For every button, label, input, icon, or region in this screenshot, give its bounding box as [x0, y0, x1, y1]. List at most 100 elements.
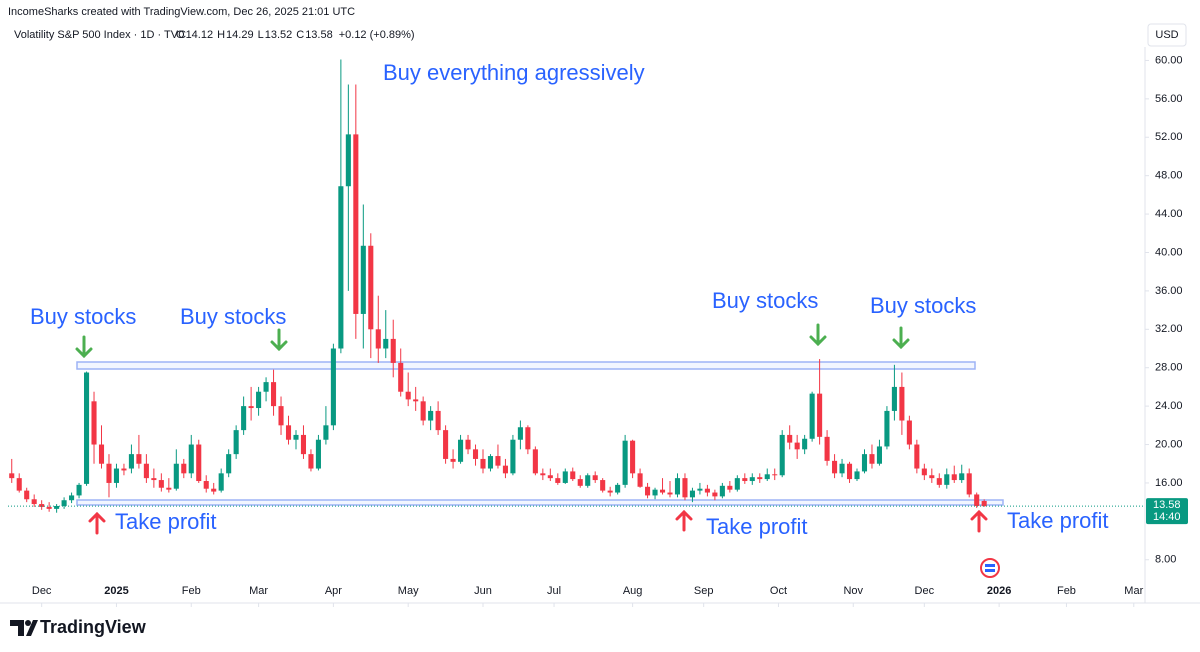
candle-body — [682, 478, 688, 498]
candle-body — [667, 492, 673, 495]
candles — [9, 59, 987, 513]
x-tick-label: Apr — [325, 585, 342, 597]
candle-body — [256, 391, 262, 409]
y-tick-label: 24.00 — [1155, 400, 1183, 412]
candle-body — [158, 480, 164, 488]
y-tick-label: 16.00 — [1155, 477, 1183, 489]
candle-body — [181, 463, 187, 474]
candle-body — [345, 134, 351, 187]
x-tick-label: Mar — [1124, 585, 1143, 597]
candle-body — [353, 134, 359, 314]
annotation: Buy stocks — [712, 288, 818, 313]
currency-box[interactable] — [1147, 23, 1187, 47]
candle-body — [293, 434, 299, 440]
candle-body — [271, 382, 277, 407]
candle-body — [218, 473, 224, 491]
candle-body — [832, 460, 838, 474]
candle-body — [884, 410, 890, 447]
candle-body — [659, 489, 666, 493]
candle-body — [248, 406, 254, 409]
candle-body — [91, 401, 97, 445]
x-tick-label: Feb — [1057, 585, 1076, 597]
candle-body — [802, 438, 808, 450]
candle-body — [61, 500, 67, 506]
candle-body — [959, 473, 965, 481]
candle-body — [502, 465, 508, 474]
ohlc-label: O — [176, 29, 185, 41]
ohlc-value: 13.58 — [305, 29, 333, 41]
x-tick-label: Dec — [915, 585, 935, 597]
x-tick-label: Jun — [474, 585, 492, 597]
buy-arrows — [75, 323, 910, 359]
ohlc-label: L — [258, 29, 264, 41]
y-tick-label: 44.00 — [1155, 208, 1183, 220]
x-tick-label: Aug — [623, 585, 643, 597]
change: +0.12 (+0.89%) — [339, 29, 415, 41]
candle-body — [390, 338, 396, 363]
candle-body — [188, 444, 194, 474]
event-icon[interactable] — [980, 558, 1000, 578]
candle-body — [779, 434, 785, 476]
annotation: Buy stocks — [30, 304, 136, 329]
logo: TradingView — [10, 617, 147, 637]
candle-body — [308, 454, 314, 469]
candle-body — [817, 393, 823, 437]
y-tick-label: 20.00 — [1155, 438, 1183, 450]
ohlc-label: H — [217, 29, 225, 41]
candle-body — [914, 444, 920, 469]
candle-body — [532, 449, 538, 474]
candle-body — [966, 473, 972, 495]
y-tick-label: 28.00 — [1155, 362, 1183, 374]
candle-body — [106, 463, 112, 483]
candle-body — [420, 401, 426, 421]
currency[interactable]: USD — [1155, 29, 1178, 41]
candle-body — [757, 477, 763, 480]
candle-body — [577, 479, 583, 486]
price-label: 13.58 — [1153, 499, 1181, 511]
candle-body — [981, 500, 987, 507]
candle-body — [697, 488, 703, 491]
candle-body — [495, 456, 501, 466]
candle-body — [173, 463, 179, 489]
candle-body — [906, 420, 912, 445]
candle-body — [428, 410, 434, 421]
candle-body — [555, 478, 561, 483]
x-tick-label: Feb — [182, 585, 201, 597]
brand: TradingView — [40, 617, 147, 637]
candle-body — [861, 454, 868, 472]
candle-body — [323, 425, 329, 440]
ohlc-value: 14.29 — [226, 29, 254, 41]
x-tick-label: Mar — [249, 585, 268, 597]
candle-body — [338, 186, 344, 349]
candle-body — [300, 434, 307, 455]
annotation: Buy everything agressively — [383, 60, 645, 85]
annotation: Buy stocks — [180, 304, 286, 329]
candle-body — [368, 245, 374, 330]
x-tick-label: Jul — [547, 585, 561, 597]
candle-body — [226, 454, 232, 474]
chart-title: Volatility S&P 500 Index · 1D · TVC — [14, 29, 186, 41]
candle-body — [787, 434, 793, 443]
y-tick-label: 56.00 — [1155, 93, 1183, 105]
candle-body — [517, 427, 523, 440]
candle-body — [39, 504, 45, 507]
candle-body — [330, 348, 336, 426]
y-tick-label: 48.00 — [1155, 170, 1183, 182]
candle-body — [824, 436, 830, 461]
candle-body — [360, 245, 366, 314]
candle-body — [315, 439, 321, 469]
x-tick-label: 2026 — [987, 585, 1011, 597]
x-tick-label: 2025 — [104, 585, 128, 597]
candle-body — [600, 480, 606, 491]
ohlc-value: 13.52 — [265, 29, 293, 41]
annotation: Take profit — [706, 514, 808, 539]
annotation: Take profit — [1007, 508, 1109, 533]
candle-body — [622, 440, 628, 485]
candle-body — [9, 473, 15, 479]
candle-body — [113, 468, 120, 483]
header: IncomeSharks created with TradingView.co… — [8, 6, 355, 18]
candle-body — [607, 490, 613, 493]
sell-arrows — [88, 509, 988, 535]
